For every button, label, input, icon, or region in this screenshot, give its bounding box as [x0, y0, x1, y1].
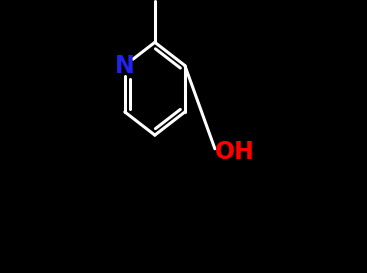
Text: OH: OH	[215, 140, 255, 164]
Text: N: N	[115, 54, 135, 78]
